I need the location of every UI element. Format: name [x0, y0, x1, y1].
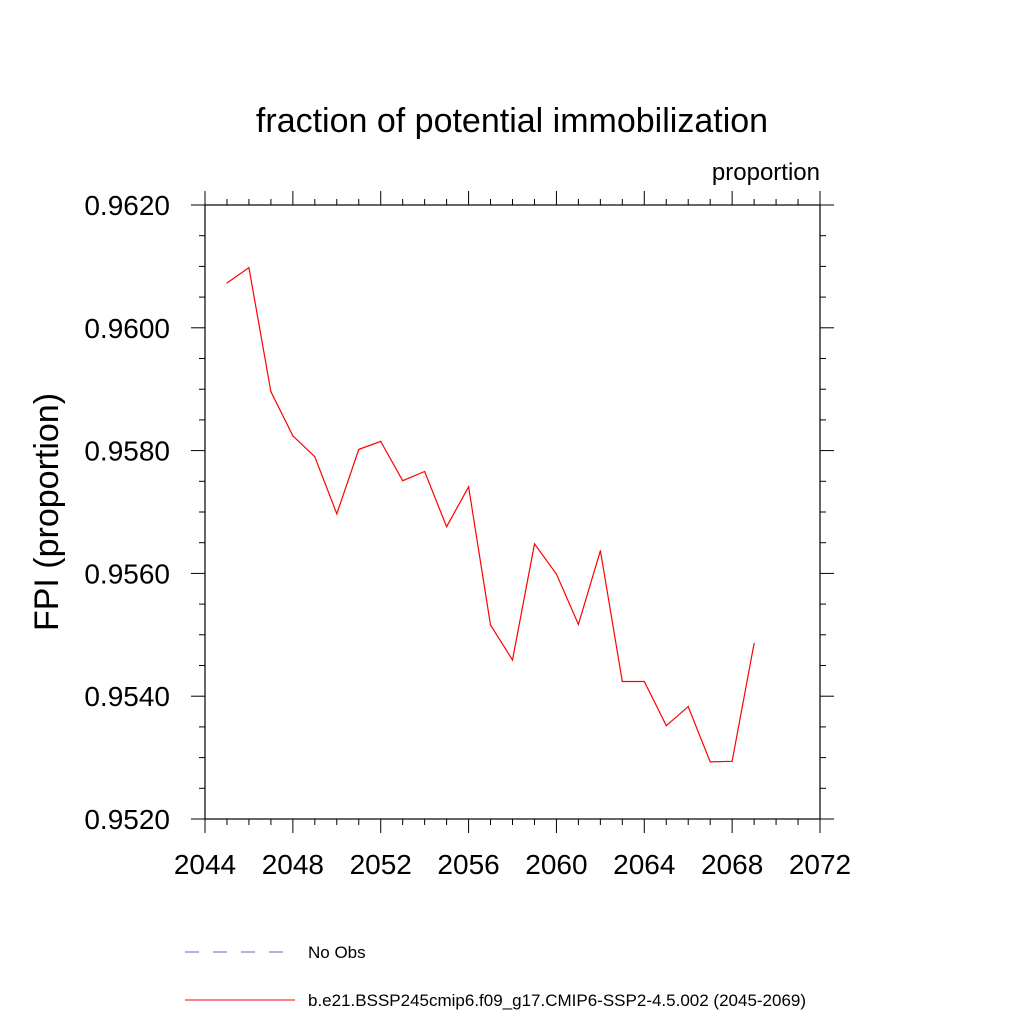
- data-point: [424, 470, 426, 473]
- data-point: [467, 486, 470, 488]
- data-point: [665, 725, 667, 727]
- data-point: [248, 267, 250, 269]
- units-label: proportion: [712, 159, 820, 186]
- series-line: [226, 266, 755, 763]
- data-point: [292, 435, 294, 437]
- data-point: [358, 448, 360, 450]
- x-tick-label: 2056: [437, 849, 499, 880]
- data-point: [599, 550, 601, 552]
- y-tick-label: 0.9580: [84, 436, 170, 467]
- chart-title: fraction of potential immobilization: [256, 102, 768, 140]
- data-point: [511, 659, 514, 661]
- legend-label: b.e21.BSSP245cmip6.f09_g17.CMIP6-SSP2-4.…: [308, 991, 806, 1010]
- data-point: [577, 623, 579, 625]
- x-tick-label: 2048: [262, 849, 324, 880]
- y-tick-label: 0.9560: [84, 558, 170, 589]
- legend-label: No Obs: [308, 943, 366, 962]
- y-tick-label: 0.9620: [84, 190, 170, 221]
- y-tick-label: 0.9520: [84, 804, 170, 835]
- data-point: [270, 391, 272, 393]
- series-lines: [226, 266, 755, 763]
- y-tick-label: 0.9540: [84, 681, 170, 712]
- data-point: [402, 480, 404, 482]
- data-point: [687, 706, 689, 708]
- data-point: [226, 282, 228, 284]
- data-point: [336, 513, 338, 515]
- y-axis-label: FPI (proportion): [28, 393, 66, 631]
- data-point: [643, 680, 645, 683]
- data-point: [533, 543, 536, 545]
- x-tick-label: 2068: [701, 849, 763, 880]
- data-point: [621, 680, 623, 683]
- x-tick-label: 2044: [174, 849, 236, 880]
- plot-frame: [204, 204, 821, 820]
- axis-ticks: [191, 191, 834, 833]
- x-tick-label: 2072: [789, 849, 851, 880]
- x-tick-label: 2052: [350, 849, 412, 880]
- data-point: [489, 624, 492, 626]
- data-point: [380, 440, 382, 442]
- legend: No Obs b.e21.BSSP245cmip6.f09_g17.CMIP6-S…: [185, 943, 806, 1010]
- axis-tick-labels: 2044 2048 2052 2056 2060 2064 2068 2072 0.9520 0.…: [84, 190, 851, 880]
- x-tick-label: 2060: [525, 849, 587, 880]
- data-point: [446, 526, 448, 528]
- y-tick-label: 0.9600: [84, 313, 170, 344]
- data-point: [709, 761, 711, 763]
- data-point: [753, 642, 755, 644]
- data-point: [731, 760, 733, 762]
- x-tick-label: 2064: [613, 849, 675, 880]
- data-point: [314, 456, 316, 458]
- data-point: [555, 573, 558, 575]
